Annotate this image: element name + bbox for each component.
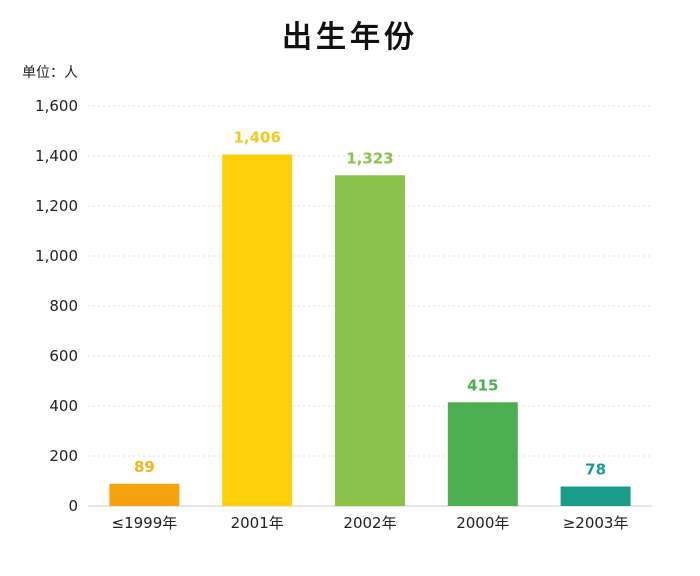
y-axis-ticks: 0 200 400 600 800 1,000 1,200 1,400 1,600	[35, 97, 78, 515]
bars	[109, 154, 631, 506]
bar	[109, 483, 180, 506]
bar	[222, 154, 293, 506]
y-tick-label: 0	[68, 497, 78, 515]
bar	[447, 402, 518, 506]
category-label: 2000年	[456, 514, 509, 532]
y-tick-label: 400	[49, 397, 78, 415]
y-tick-label: 1,400	[35, 147, 78, 165]
bar	[335, 175, 405, 506]
value-labels: 89 1,406 1,323 415 78	[134, 129, 606, 479]
y-tick-label: 800	[49, 297, 78, 315]
y-tick-label: 1,200	[35, 197, 78, 215]
category-label: 2001年	[231, 514, 284, 532]
gridlines	[88, 105, 652, 457]
y-tick-label: 1,600	[35, 97, 78, 115]
bar-value-label: 78	[585, 461, 606, 479]
unit-label: 单位：人	[22, 65, 78, 81]
bar	[560, 486, 631, 506]
y-tick-label: 600	[49, 347, 78, 365]
bar-value-label: 89	[134, 458, 155, 476]
bar-value-label: 1,406	[233, 129, 280, 147]
y-tick-label: 1,000	[35, 247, 78, 265]
bar-value-label: 415	[467, 376, 498, 394]
chart-title: 出生年份	[282, 20, 418, 55]
category-label: 2002年	[343, 514, 396, 532]
category-label: ≥2003年	[563, 514, 629, 532]
category-labels: ≤1999年 2001年 2002年 2000年 ≥2003年	[112, 514, 629, 532]
bar-value-label: 1,323	[346, 149, 393, 167]
category-label: ≤1999年	[112, 514, 178, 532]
y-tick-label: 200	[49, 447, 78, 465]
